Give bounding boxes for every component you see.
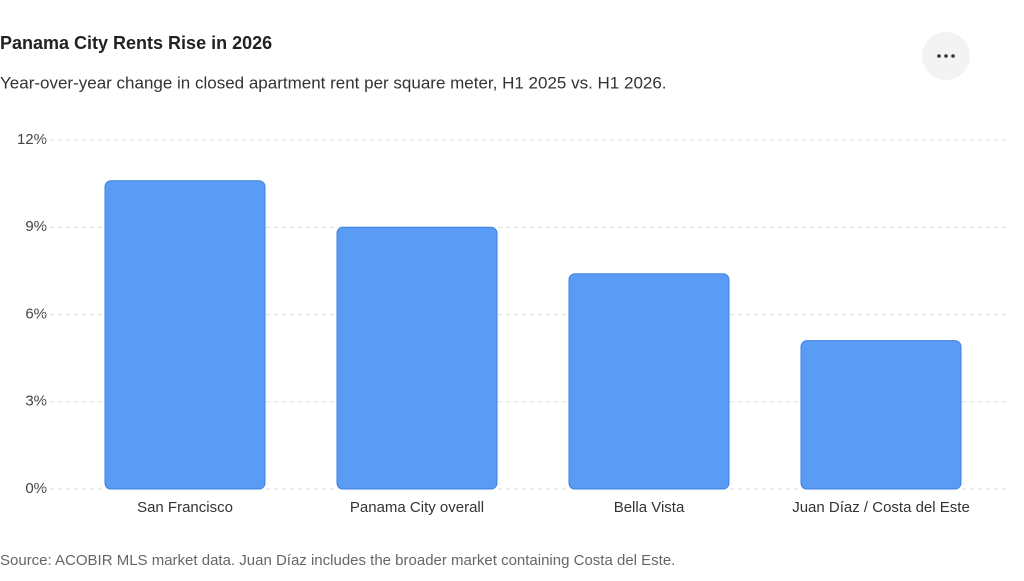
bar: [800, 340, 962, 490]
y-tick-label: 12%: [17, 131, 47, 148]
y-tick-label: 3%: [25, 393, 47, 410]
chart-title: Panama City Rents Rise in 2026: [0, 33, 272, 53]
bar: [568, 273, 730, 490]
chart-subtitle: Year-over-year change in closed apartmen…: [0, 73, 667, 92]
y-tick-label: 9%: [25, 218, 47, 235]
y-tick-label: 6%: [25, 305, 47, 322]
bar: [104, 180, 266, 490]
menu-dot: [937, 54, 941, 58]
x-tick-label: Panama City overall: [350, 499, 484, 516]
x-tick-label: Juan Díaz / Costa del Este: [792, 499, 970, 516]
menu-dot: [944, 54, 948, 58]
bar: [336, 226, 498, 490]
menu-button[interactable]: [922, 32, 970, 80]
source-note: Source: ACOBIR MLS market data. Juan Día…: [0, 552, 675, 569]
menu-dot: [951, 54, 955, 58]
x-tick-label: San Francisco: [137, 499, 233, 516]
y-tick-label: 0%: [25, 480, 47, 497]
x-tick-label: Bella Vista: [614, 499, 685, 516]
